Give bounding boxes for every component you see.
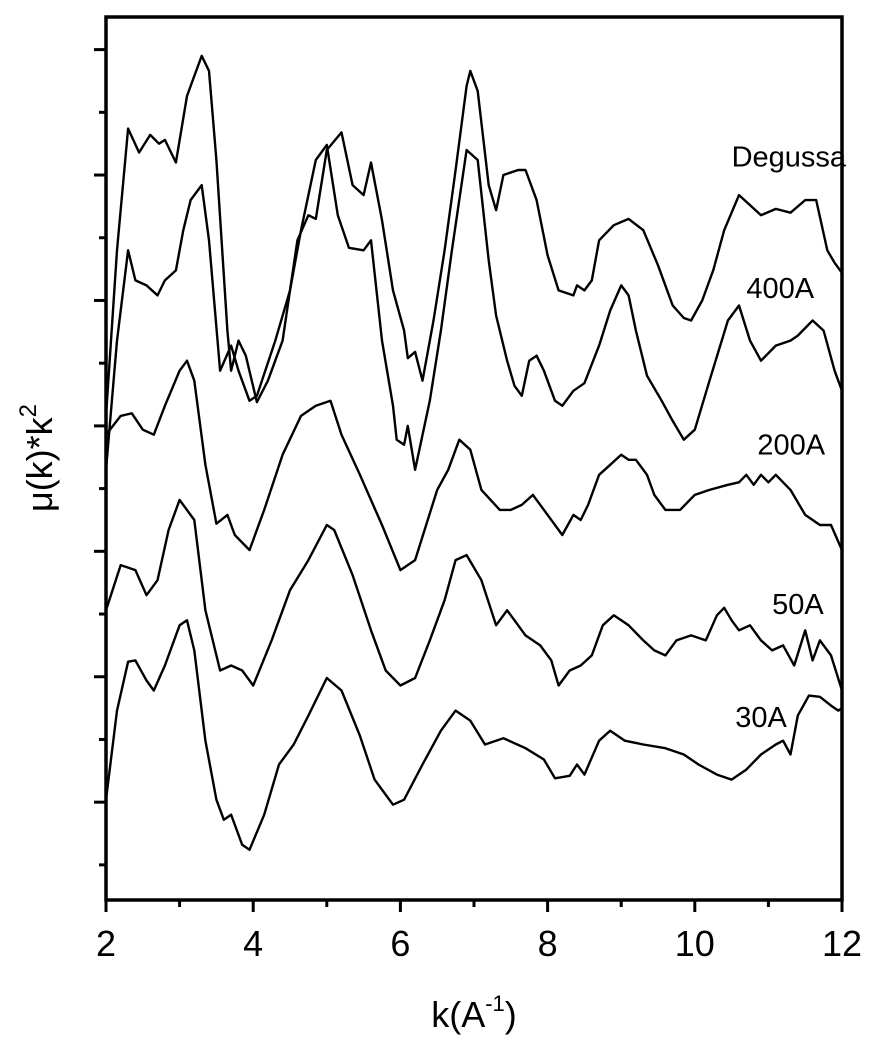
x-axis-title-close: ) (505, 994, 517, 1035)
series-label-400a: 400A (746, 273, 814, 305)
series-label-30a: 30A (735, 702, 787, 734)
y-axis-title-superscript: 2 (15, 404, 42, 417)
x-axis-tick-labels: 2 4 6 8 10 12 (96, 923, 862, 964)
x-axis-title-superscript: -1 (485, 991, 505, 1016)
series-labels: Degussa 400A 200A 50A 30A (732, 141, 847, 734)
x-tick-label: 2 (96, 923, 116, 964)
series-label-50a: 50A (772, 589, 824, 621)
x-tick-label: 8 (538, 923, 558, 964)
x-axis-ticks (104, 900, 844, 912)
y-axis-title: μ(k)*k2 (15, 404, 60, 512)
x-tick-label: 12 (822, 923, 862, 964)
y-axis-title-text: μ(k)*k (19, 416, 60, 512)
y-axis-ticks (94, 48, 106, 867)
series-label-200a: 200A (757, 430, 825, 462)
series-line-200a (104, 359, 844, 572)
x-axis-title-text: k(A (431, 994, 485, 1035)
series-line-degussa (104, 54, 844, 418)
series-label-degussa: Degussa (732, 141, 847, 173)
series-line-30a (104, 619, 844, 851)
x-tick-label: 10 (675, 923, 715, 964)
series-line-400a (104, 143, 844, 471)
x-axis-title: k(A-1) (431, 991, 517, 1035)
plot-frame (104, 15, 844, 902)
x-tick-label: 6 (390, 923, 410, 964)
series-curves (104, 54, 844, 851)
x-tick-label: 4 (243, 923, 263, 964)
series-line-50a (104, 498, 844, 692)
